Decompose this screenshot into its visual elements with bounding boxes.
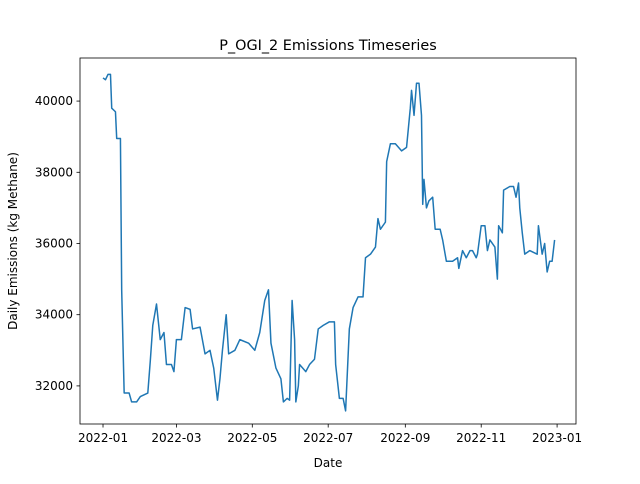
x-tick-label: 2022-05 [227,431,277,445]
x-tick-label: 2022-07 [303,431,353,445]
x-tick-label: 2022-11 [456,431,506,445]
plot-frame [79,57,577,425]
x-tick-label: 2022-03 [151,431,201,445]
x-tick-label: 2023-01 [532,431,582,445]
data-line [102,73,556,412]
x-axis-label: Date [314,456,343,470]
x-tick-label: 2022-09 [380,431,430,445]
y-tick-label: 40000 [35,94,73,108]
chart-title: P_OGI_2 Emissions Timeseries [219,38,436,54]
x-tick-label: 2022-01 [78,431,128,445]
y-tick-label: 38000 [35,165,73,179]
y-axis-label: Daily Emissions (kg Methane) [6,152,20,330]
y-tick-label: 36000 [35,236,73,250]
y-tick-label: 34000 [35,308,73,322]
y-tick-label: 32000 [35,379,73,393]
